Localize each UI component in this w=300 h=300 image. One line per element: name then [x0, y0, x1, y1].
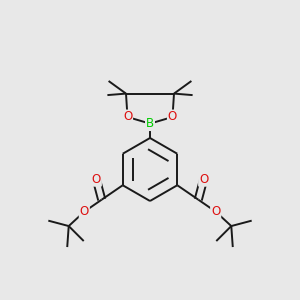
- Text: B: B: [146, 117, 154, 130]
- Text: O: O: [211, 205, 220, 218]
- Text: O: O: [199, 173, 208, 186]
- Text: O: O: [168, 110, 177, 124]
- Text: O: O: [123, 110, 132, 124]
- Text: O: O: [80, 205, 89, 218]
- Text: O: O: [92, 173, 101, 186]
